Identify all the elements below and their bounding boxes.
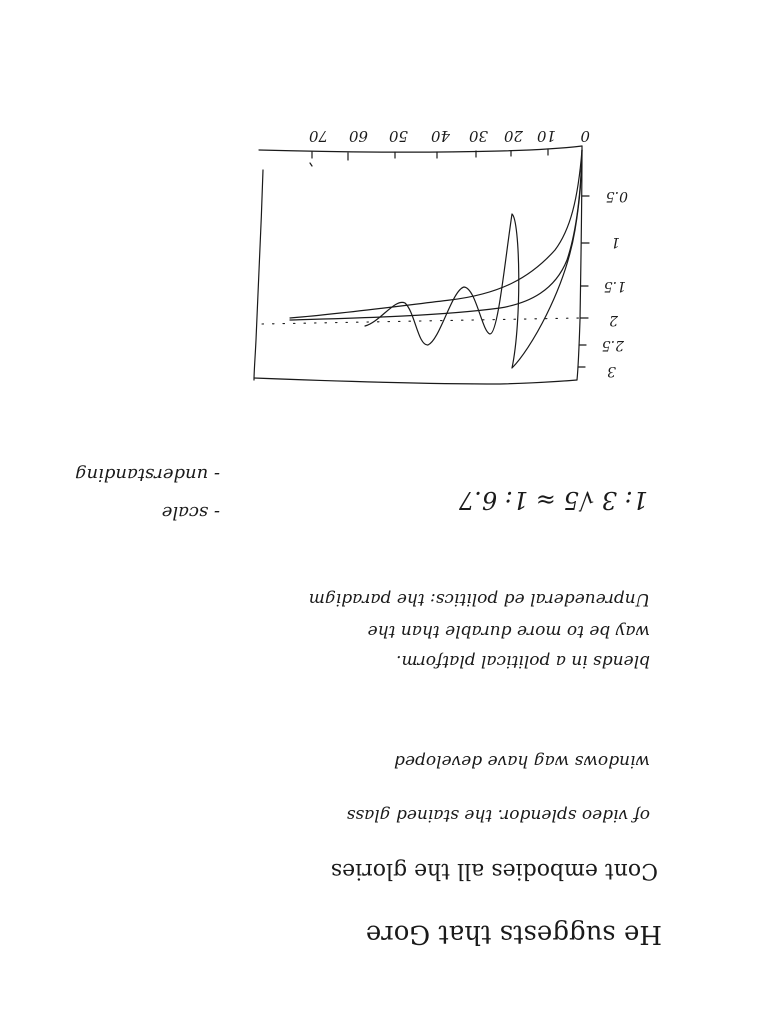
x-tick-label: 20 (503, 127, 524, 145)
sketch-y-tick-labels: 0.5 1 1.5 2 2.5 3 (602, 188, 628, 379)
x-tick-label: 40 (430, 127, 451, 145)
sketch-bottom-edge (254, 378, 577, 384)
x-tick-label: 70 (308, 127, 328, 145)
y-tick-label: 1 (611, 234, 620, 250)
sketch-left-edge (254, 170, 263, 380)
y-tick-label: 2 (609, 312, 619, 328)
paragraph-line: Unpreuederal ed politics: the paradigm (309, 589, 650, 609)
sketch-x-tick-labels: 0 10 20 30 40 50 60 70 (308, 127, 590, 145)
paragraph-line: He suggests that Gore (366, 919, 662, 949)
bullet-item: - understanding (75, 464, 220, 485)
bullet-notes: - scale - understanding (75, 464, 220, 523)
sketch-curve-upper (290, 150, 582, 318)
sketch-curve-lower (290, 150, 582, 320)
x-tick-label: 50 (388, 127, 408, 145)
sketch-top-axis (259, 146, 582, 152)
lower-paragraph: He suggests that Gore Cont embodies all … (331, 858, 662, 949)
sketch-small-mark (310, 163, 312, 166)
y-tick-label: 0.5 (606, 188, 628, 204)
sketch-curve-oscillating (365, 150, 582, 368)
upper-paragraph: blends in a political platform. way be t… (309, 589, 650, 825)
x-tick-label: 10 (536, 127, 556, 145)
paragraph-line: blends in a political platform. (396, 651, 650, 671)
x-tick-label: 0 (580, 127, 590, 145)
y-tick-label: 3 (607, 363, 616, 379)
sketch-plot (254, 146, 589, 384)
x-tick-label: 60 (348, 127, 368, 145)
upside-down-handwriting: 0 10 20 30 40 50 60 70 0.5 1 1.5 2 2.5 3… (75, 127, 662, 949)
paragraph-line: way be to more durable than the (368, 621, 650, 641)
paragraph-line: of video splendor. the stained glass (346, 805, 650, 825)
paragraph-line: windows wag have developed (394, 751, 650, 771)
equation-text: 1: 3 √5 ≈ 1: 6.7 (458, 486, 648, 514)
y-tick-label: 1.5 (604, 278, 626, 294)
y-tick-label: 2.5 (602, 337, 625, 353)
bullet-item: - scale (162, 502, 220, 523)
paragraph-line: Cont embodies all the glories (331, 858, 658, 883)
x-tick-label: 30 (468, 127, 488, 145)
